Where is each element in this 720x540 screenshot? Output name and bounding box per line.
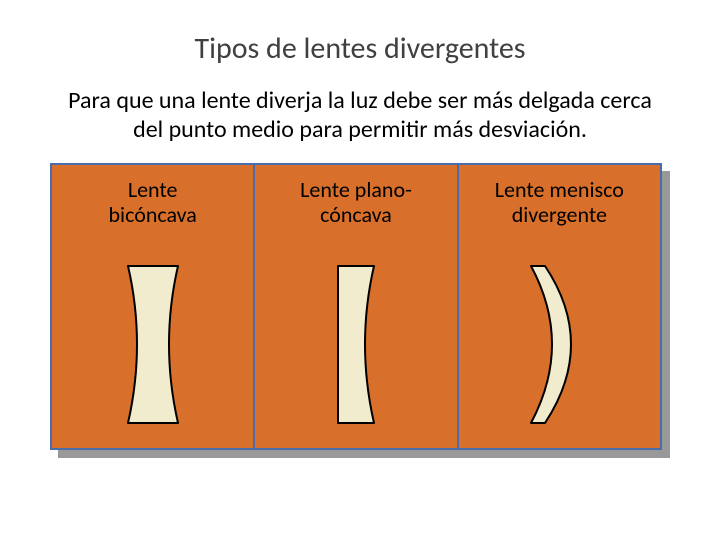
panel-label-planoconcave: Lente plano-cóncava xyxy=(300,177,412,228)
page-title: Tipos de lentes divergentes xyxy=(50,30,670,67)
lens-area-meniscus xyxy=(459,241,660,447)
meniscus-lens-icon xyxy=(527,262,591,427)
lens-area-biconcave xyxy=(52,241,253,447)
panel-biconcave: Lentebicóncava xyxy=(52,165,255,448)
panel-label-meniscus: Lente meniscodivergente xyxy=(495,177,624,228)
panels-container: Lentebicóncava Lente plano-cóncava Lente… xyxy=(50,163,670,458)
biconcave-lens-icon xyxy=(124,262,182,427)
lens-area-planoconcave xyxy=(255,241,456,447)
description-text: Para que una lente diverja la luz debe s… xyxy=(50,87,670,145)
planoconcave-lens-icon xyxy=(332,262,380,427)
planoconcave-lens-path xyxy=(338,266,374,423)
panel-meniscus: Lente meniscodivergente xyxy=(459,165,660,448)
panel-label-biconcave: Lentebicóncava xyxy=(108,177,196,228)
meniscus-lens-path xyxy=(531,266,571,423)
panels-row: Lentebicóncava Lente plano-cóncava Lente… xyxy=(50,163,662,450)
panel-planoconcave: Lente plano-cóncava xyxy=(255,165,458,448)
biconcave-lens-path xyxy=(128,266,178,423)
